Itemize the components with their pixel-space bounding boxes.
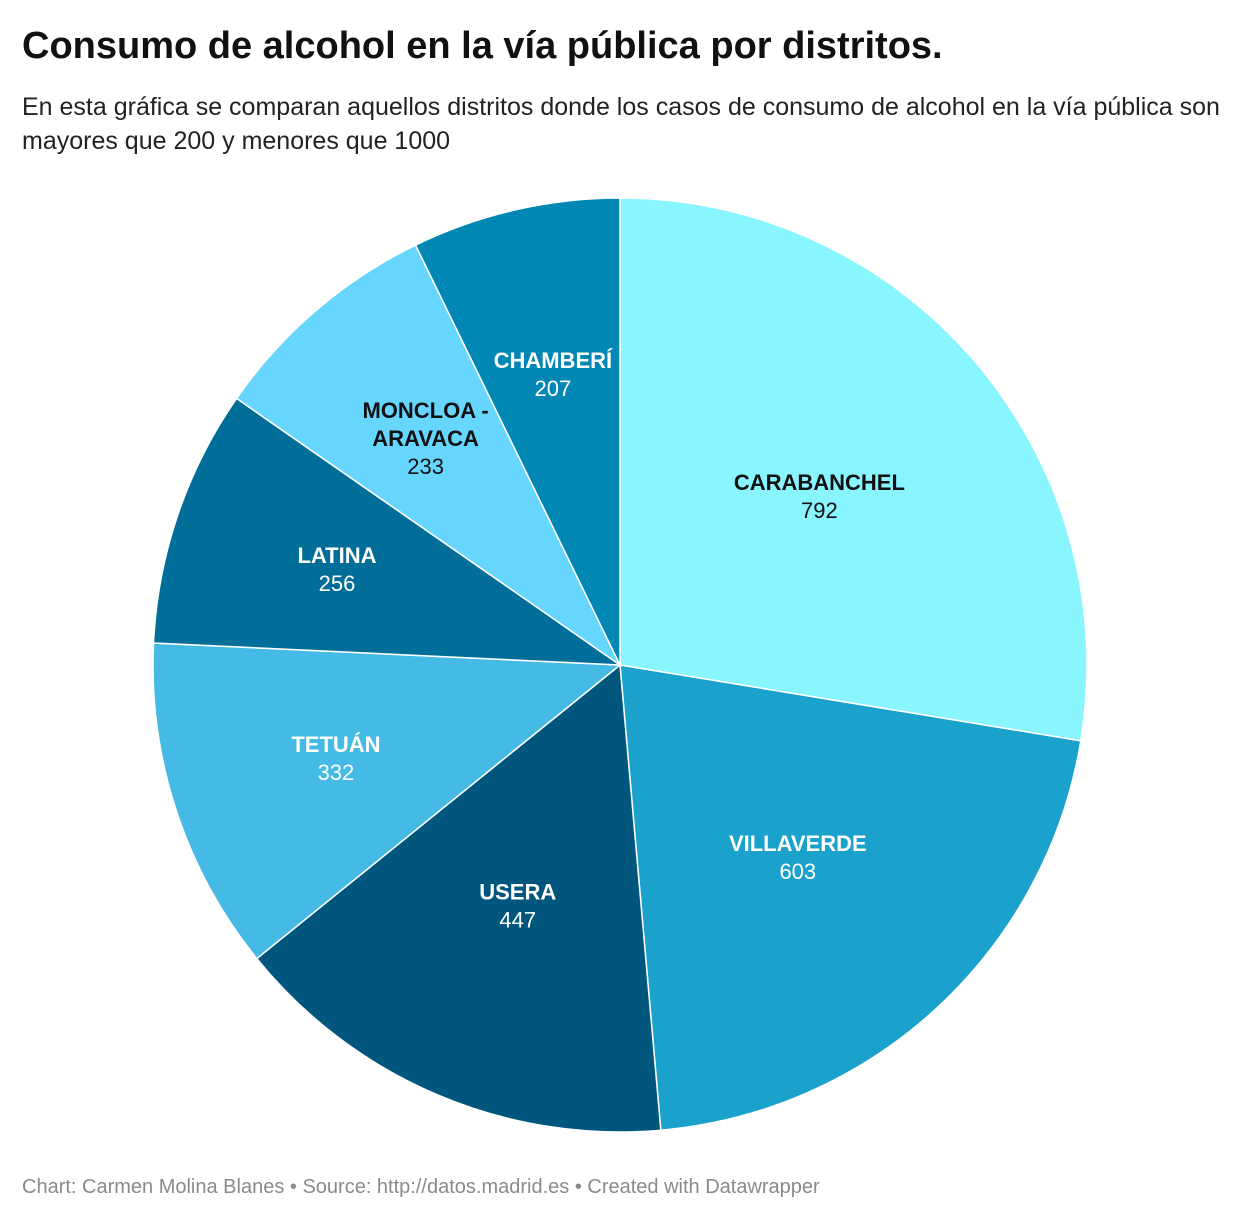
pie-slice-tetuan <box>152 642 623 960</box>
slice-value-carabanchel: 792 <box>801 498 838 523</box>
slice-label-tetuan: TETUÁN <box>291 732 380 757</box>
slice-label-latina: LATINA <box>297 543 376 568</box>
slice-value-tetuan: 332 <box>318 760 355 785</box>
pie-slice-chamberi <box>414 197 621 666</box>
chart-subtitle: En esta gráfica se comparan aquellos dis… <box>22 93 1220 155</box>
chart-title: Consumo de alcohol en la vía pública por… <box>22 25 943 67</box>
slice-label-moncloa-aravaca: MONCLOA -ARAVACA <box>362 398 488 451</box>
slice-value-moncloa-aravaca: 233 <box>407 454 444 479</box>
slice-value-usera: 447 <box>499 908 536 933</box>
slice-value-latina: 256 <box>319 571 356 596</box>
pie-slice-carabanchel <box>619 197 1088 742</box>
slice-label-villaverde: VILLAVERDE <box>729 831 867 856</box>
slice-label-carabanchel: CARABANCHEL <box>734 470 905 495</box>
pie-slice-villaverde <box>619 664 1082 1132</box>
slice-label-chamberi: CHAMBERÍ <box>494 348 613 373</box>
pie-slice-moncloa-aravaca <box>235 244 622 668</box>
slice-label-usera: USERA <box>479 880 556 905</box>
chart-footer: Chart: Carmen Molina Blanes • Source: ht… <box>22 1176 820 1198</box>
pie-slice-usera <box>255 663 662 1133</box>
slice-value-chamberi: 207 <box>534 376 571 401</box>
pie-slice-latina <box>152 397 623 666</box>
pie-slices <box>152 197 1088 1133</box>
slice-value-villaverde: 603 <box>779 859 816 884</box>
pie-labels: CARABANCHEL 792 VILLAVERDE 603 USERA 447 TETUÁ… <box>291 348 905 933</box>
